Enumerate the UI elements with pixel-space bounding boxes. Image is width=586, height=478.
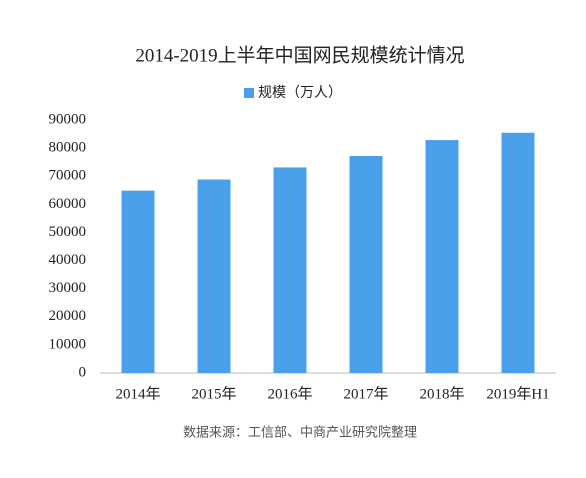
y-tick-label: 30000 <box>49 280 87 296</box>
bar <box>501 132 535 373</box>
y-tick-label: 10000 <box>49 336 87 352</box>
x-tick-label: 2017年 <box>343 385 388 402</box>
y-tick-label: 80000 <box>49 140 87 156</box>
legend-swatch <box>244 88 254 98</box>
x-tick-label: 2014年 <box>115 385 160 402</box>
source-note: 数据来源：工信部、中商产业研究院整理 <box>183 426 417 441</box>
y-tick-label: 60000 <box>49 196 87 212</box>
x-tick-label: 2016年 <box>267 385 312 402</box>
bar <box>197 179 231 373</box>
x-tick-label: 2015年 <box>191 385 236 402</box>
y-tick-label: 90000 <box>49 111 87 127</box>
chart-title: 2014-2019上半年中国网民规模统计情况 <box>135 44 464 66</box>
y-tick-label: 20000 <box>49 308 87 324</box>
x-tick-label: 2018年 <box>419 385 464 402</box>
bar <box>273 167 307 373</box>
x-tick-label: 2019年H1 <box>486 385 549 402</box>
y-tick-label: 40000 <box>49 252 87 268</box>
legend-label: 规模（万人） <box>258 85 342 101</box>
y-tick-label: 70000 <box>49 168 87 184</box>
bar <box>425 140 459 373</box>
y-tick-label: 0 <box>79 364 87 380</box>
y-tick-label: 50000 <box>49 224 87 240</box>
bar <box>121 190 155 373</box>
bar <box>349 155 383 373</box>
